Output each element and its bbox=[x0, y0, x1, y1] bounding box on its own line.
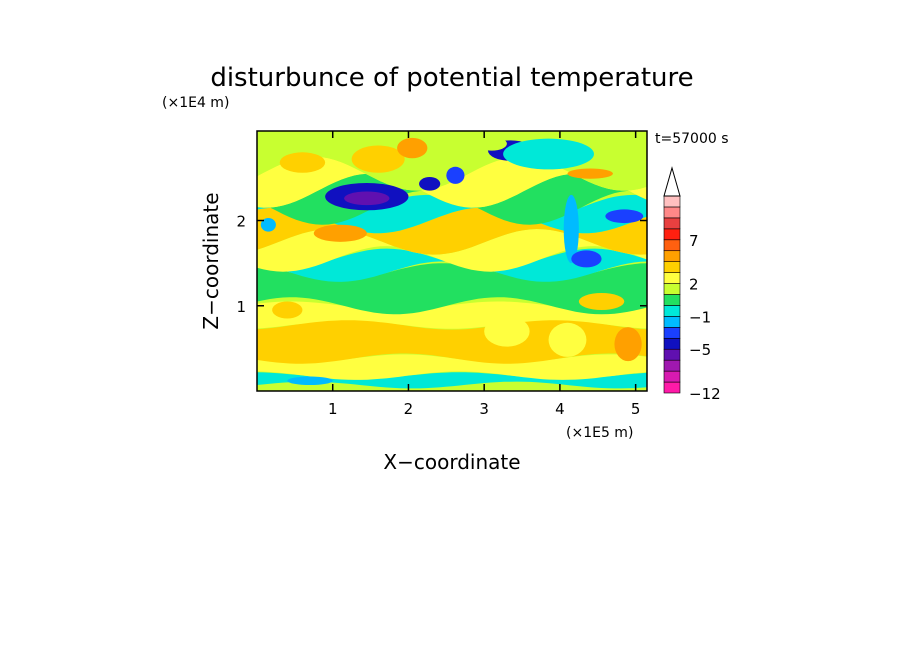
x-axis-ticks: 1 2 3 4 5 bbox=[328, 131, 640, 418]
y-axis-ticks: 12 bbox=[236, 213, 647, 316]
colorbar-extend-arrow bbox=[663, 166, 681, 197]
field-band bbox=[257, 263, 647, 315]
x-axis-label: X−coordinate bbox=[383, 450, 520, 474]
colorbar-swatch bbox=[663, 239, 681, 252]
field-blob bbox=[563, 194, 579, 264]
field-blob bbox=[446, 166, 465, 184]
field-band bbox=[257, 383, 647, 391]
field-blob bbox=[351, 145, 405, 173]
field-blob bbox=[614, 327, 642, 362]
x-tick-label: 2 bbox=[404, 400, 414, 418]
x-unit-label: (×1E5 m) bbox=[566, 425, 633, 441]
field-band bbox=[257, 319, 647, 364]
colorbar-label: −1 bbox=[689, 308, 711, 326]
colorbar-swatch bbox=[663, 305, 681, 317]
colorbar-swatch bbox=[663, 381, 681, 394]
field-blob bbox=[578, 292, 625, 311]
field-band bbox=[257, 248, 647, 282]
field-blob bbox=[272, 301, 303, 319]
x-tick-label: 3 bbox=[479, 400, 489, 418]
colorbar-swatch bbox=[663, 272, 681, 284]
colorbar-swatch bbox=[663, 370, 681, 383]
colorbar-swatch bbox=[663, 348, 681, 361]
y-unit-label: (×1E4 m) bbox=[162, 95, 229, 111]
x-tick-label: 4 bbox=[555, 400, 565, 418]
y-axis-label: Z−coordinate bbox=[199, 192, 223, 329]
y-tick-label: 2 bbox=[236, 213, 246, 231]
colorbar-swatch bbox=[663, 337, 681, 350]
field-blob bbox=[313, 224, 367, 242]
colorbar-label: 2 bbox=[689, 276, 699, 294]
field-blob bbox=[571, 250, 602, 268]
colorbar-label: 7 bbox=[689, 232, 699, 250]
colorbar-swatch bbox=[663, 283, 681, 295]
field-blob bbox=[260, 217, 276, 232]
colorbar: −12−5−127 bbox=[663, 166, 721, 403]
field-band bbox=[257, 194, 647, 234]
field-blob bbox=[605, 209, 644, 224]
x-tick-label: 5 bbox=[631, 400, 641, 418]
field-blob bbox=[567, 168, 613, 179]
colorbar-swatch bbox=[663, 206, 681, 219]
field-blob bbox=[344, 191, 390, 206]
field-blob bbox=[548, 322, 587, 357]
x-tick-label: 1 bbox=[328, 400, 338, 418]
colorbar-swatch bbox=[663, 261, 681, 273]
colorbar-swatch bbox=[663, 359, 681, 372]
y-tick-label: 1 bbox=[236, 298, 246, 316]
time-label: t=57000 s bbox=[655, 131, 729, 147]
field-blob bbox=[397, 137, 428, 159]
field-blob bbox=[287, 376, 333, 386]
colorbar-swatch bbox=[663, 195, 681, 208]
colorbar-swatch bbox=[663, 327, 681, 339]
field-band bbox=[257, 372, 647, 389]
colorbar-swatch bbox=[663, 217, 681, 230]
colorbar-label: −5 bbox=[689, 341, 711, 359]
field-blob bbox=[279, 152, 326, 173]
field-blob bbox=[503, 138, 594, 170]
colorbar-swatch bbox=[663, 316, 681, 328]
field-blob bbox=[484, 315, 530, 347]
colorbar-label: −12 bbox=[689, 385, 721, 403]
colorbar-swatch bbox=[663, 228, 681, 241]
chart-title: disturbunce of potential temperature bbox=[210, 63, 693, 93]
field-blob bbox=[419, 177, 441, 191]
field-band bbox=[257, 354, 647, 380]
temperature-field bbox=[257, 131, 647, 391]
field-band bbox=[257, 207, 647, 255]
plot-frame bbox=[256, 130, 648, 392]
colorbar-swatch bbox=[663, 250, 681, 262]
field-blob bbox=[476, 136, 507, 151]
colorbar-swatch bbox=[663, 294, 681, 306]
